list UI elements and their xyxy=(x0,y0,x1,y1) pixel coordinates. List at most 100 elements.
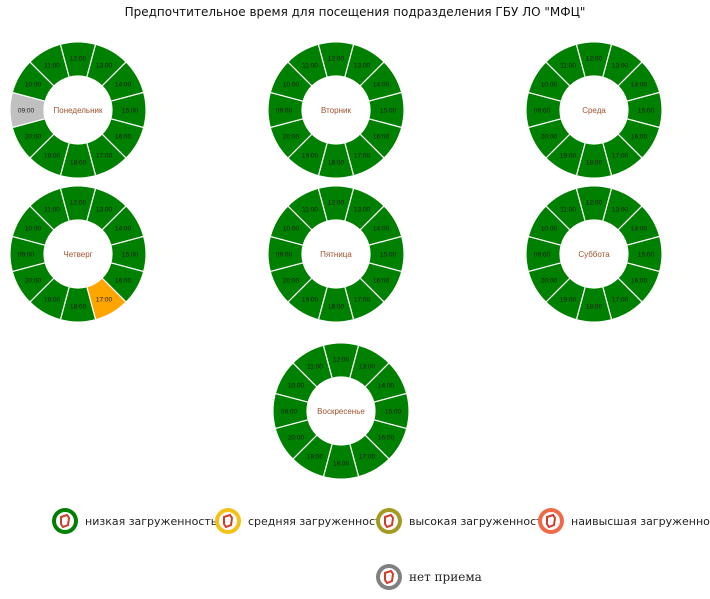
time-slot-label: 17:00 xyxy=(354,153,371,160)
time-slot-label: 14:00 xyxy=(373,226,390,233)
time-slot-label: 14:00 xyxy=(631,226,648,233)
highest-load-icon xyxy=(538,508,564,534)
time-slot-label: 09:00 xyxy=(281,409,298,416)
no-reception-icon xyxy=(376,564,402,590)
time-slot-label: 10:00 xyxy=(541,226,558,233)
time-slot-label: 10:00 xyxy=(25,82,42,89)
time-slot-label: 18:00 xyxy=(586,160,603,167)
high-load-icon xyxy=(376,508,402,534)
time-slot-label: 11:00 xyxy=(302,62,318,69)
time-slot-label: 19:00 xyxy=(560,153,577,160)
time-slot-label: 20:00 xyxy=(25,278,42,285)
time-slot-label: 13:00 xyxy=(612,62,629,69)
time-slot-label: 15:00 xyxy=(380,108,397,115)
time-slot-label: 18:00 xyxy=(586,304,603,311)
time-slot-segment[interactable] xyxy=(11,118,55,159)
time-slot-label: 20:00 xyxy=(283,278,300,285)
legend-item-high: высокая загруженность xyxy=(376,508,549,534)
time-slot-label: 20:00 xyxy=(288,435,305,442)
time-slot-label: 12:00 xyxy=(70,56,87,63)
legend-label: нет приема xyxy=(409,570,482,584)
legend-label: низкая загруженность xyxy=(85,514,218,528)
page-title: Предпочтительное время для посещения под… xyxy=(124,5,586,19)
time-slot-label: 11:00 xyxy=(44,62,60,69)
time-slot-label: 19:00 xyxy=(302,153,319,160)
day-donut-chart: 09:00 10:00 11:00 12:00 13:00 14:00 15:00 16:00… xyxy=(267,41,405,179)
legend-item-no-reception: нет приема xyxy=(376,564,482,590)
time-slot-label: 11:00 xyxy=(307,363,323,370)
time-slot-label: 18:00 xyxy=(328,304,345,311)
time-slot-label: 14:00 xyxy=(378,383,395,390)
day-donut-chart: 09:00 10:00 11:00 12:00 13:00 14:00 15:00 16:00… xyxy=(525,185,663,323)
legend-item-highest: наивысшая загруженность xyxy=(538,508,710,534)
day-donut-chart: 09:00 10:00 11:00 12:00 13:00 14:00 15:00 16:00… xyxy=(272,342,410,480)
time-slot-label: 13:00 xyxy=(96,206,113,213)
time-slot-label: 16:00 xyxy=(115,134,132,141)
day-label: Пятница xyxy=(320,250,352,259)
time-slot-label: 12:00 xyxy=(586,200,603,207)
day-label: Среда xyxy=(582,106,606,115)
time-slot-label: 10:00 xyxy=(541,82,558,89)
legend-label: наивысшая загруженность xyxy=(571,514,710,528)
time-slot-label: 12:00 xyxy=(328,56,345,63)
time-slot-label: 17:00 xyxy=(612,153,629,160)
time-slot-label: 14:00 xyxy=(631,82,648,89)
time-slot-segment[interactable] xyxy=(269,262,313,303)
time-slot-label: 11:00 xyxy=(44,206,60,213)
time-slot-segment[interactable] xyxy=(527,118,571,159)
legend-label: высокая загруженность xyxy=(409,514,550,528)
time-slot-label: 09:00 xyxy=(534,108,551,115)
time-slot-label: 09:00 xyxy=(18,108,35,115)
time-slot-label: 20:00 xyxy=(541,278,558,285)
medium-load-icon xyxy=(215,508,241,534)
time-slot-label: 17:00 xyxy=(612,297,629,304)
time-slot-label: 17:00 xyxy=(359,454,376,461)
time-slot-segment[interactable] xyxy=(527,262,571,303)
time-slot-label: 10:00 xyxy=(25,226,42,233)
time-slot-label: 11:00 xyxy=(302,206,318,213)
time-slot-label: 10:00 xyxy=(283,226,300,233)
time-slot-label: 15:00 xyxy=(385,409,402,416)
time-slot-label: 14:00 xyxy=(373,82,390,89)
day-label: Вторник xyxy=(321,106,351,115)
time-slot-label: 12:00 xyxy=(328,200,345,207)
time-slot-label: 10:00 xyxy=(288,383,305,390)
day-donut-chart: 09:00 10:00 11:00 12:00 13:00 14:00 15:00 16:00… xyxy=(9,185,147,323)
time-slot-label: 19:00 xyxy=(44,153,61,160)
time-slot-label: 16:00 xyxy=(631,278,648,285)
time-slot-label: 17:00 xyxy=(96,297,113,304)
time-slot-label: 09:00 xyxy=(276,252,293,259)
day-label: Понедельник xyxy=(54,106,103,115)
time-slot-segment[interactable] xyxy=(11,262,55,303)
time-slot-label: 12:00 xyxy=(333,357,350,364)
time-slot-label: 20:00 xyxy=(541,134,558,141)
time-slot-label: 13:00 xyxy=(354,206,371,213)
time-slot-label: 18:00 xyxy=(70,160,87,167)
day-label: Четверг xyxy=(63,250,92,259)
time-slot-segment[interactable] xyxy=(274,419,318,460)
time-slot-label: 12:00 xyxy=(70,200,87,207)
time-slot-label: 16:00 xyxy=(373,278,390,285)
time-slot-label: 13:00 xyxy=(612,206,629,213)
legend-item-medium: средняя загруженность xyxy=(215,508,388,534)
legend-item-low: низкая загруженность xyxy=(52,508,217,534)
legend-label: средняя загруженность xyxy=(248,514,388,528)
time-slot-label: 18:00 xyxy=(328,160,345,167)
day-donut-chart: 09:00 10:00 11:00 12:00 13:00 14:00 15:00 16:00… xyxy=(267,185,405,323)
time-slot-label: 13:00 xyxy=(359,363,376,370)
day-label: Воскресенье xyxy=(317,407,365,416)
time-slot-label: 13:00 xyxy=(354,62,371,69)
time-slot-label: 16:00 xyxy=(373,134,390,141)
time-slot-label: 15:00 xyxy=(638,252,655,259)
time-slot-label: 15:00 xyxy=(638,108,655,115)
time-slot-label: 20:00 xyxy=(25,134,42,141)
day-donut-chart: 09:00 10:00 11:00 12:00 13:00 14:00 15:00 16:00… xyxy=(9,41,147,179)
time-slot-label: 20:00 xyxy=(283,134,300,141)
time-slot-label: 16:00 xyxy=(378,435,395,442)
day-label: Суббота xyxy=(578,250,610,259)
time-slot-label: 17:00 xyxy=(96,153,113,160)
time-slot-label: 18:00 xyxy=(333,461,350,468)
time-slot-segment[interactable] xyxy=(269,118,313,159)
time-slot-label: 13:00 xyxy=(96,62,113,69)
